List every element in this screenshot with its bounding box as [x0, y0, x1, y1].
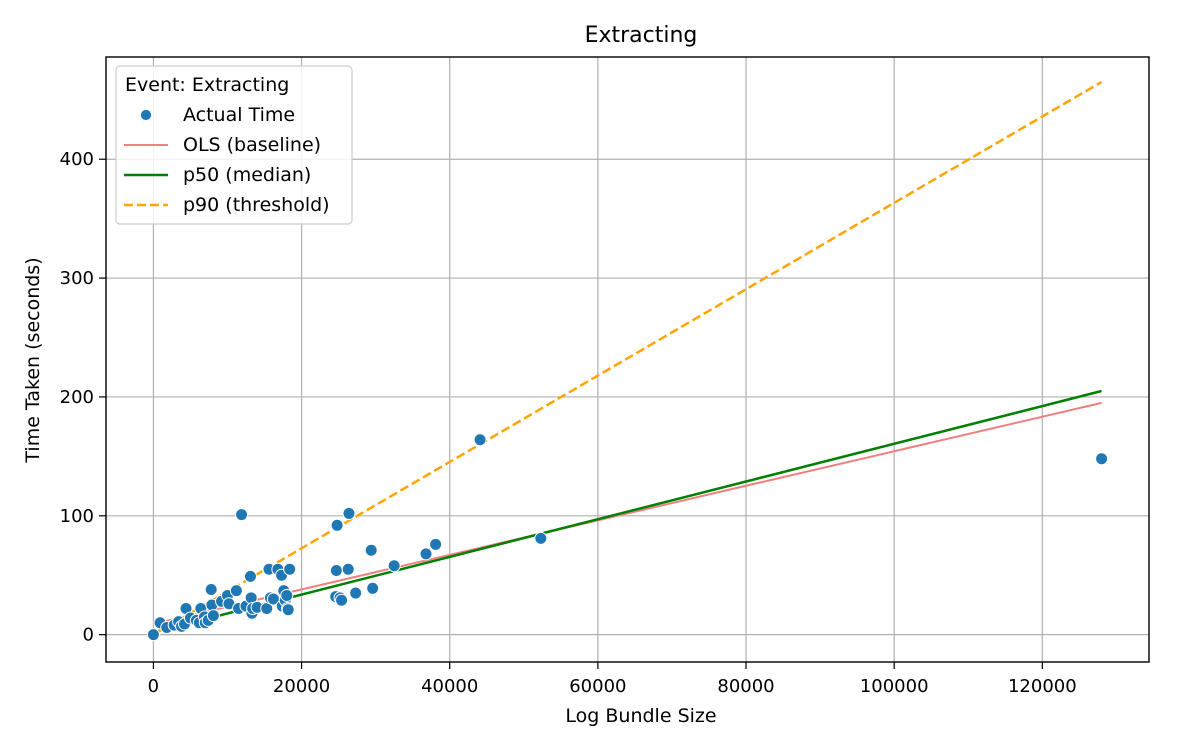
x-axis: 0 20000 40000 60000 80000 100000 120000	[148, 662, 1077, 697]
data-point	[280, 588, 294, 602]
data-point	[204, 582, 218, 596]
data-point	[534, 531, 548, 545]
x-axis-label: Log Bundle Size	[565, 705, 716, 727]
legend-label-ols: OLS (baseline)	[183, 134, 321, 156]
x-tick-label: 80000	[717, 676, 774, 697]
y-axis-label: Time Taken (seconds)	[22, 257, 44, 463]
data-point	[387, 559, 401, 573]
data-point	[429, 537, 443, 551]
legend-box	[115, 65, 353, 225]
scatter-points	[146, 433, 1109, 642]
data-point	[235, 508, 249, 522]
data-point	[283, 562, 297, 576]
plot-frame	[105, 56, 1150, 663]
y-axis: 0 100 200 300 400	[60, 149, 106, 646]
y-tick-label: 0	[83, 625, 94, 646]
legend-label-p50: p50 (median)	[183, 164, 311, 186]
data-point	[335, 593, 349, 607]
y-tick-label: 200	[60, 387, 94, 408]
x-tick-label: 100000	[860, 676, 929, 697]
series-lines	[152, 80, 1103, 636]
data-point	[281, 603, 295, 617]
legend-title: Event: Extracting	[125, 74, 289, 96]
ols-line	[153, 401, 1102, 625]
legend: Event: Extracting Actual Time OLS (basel…	[115, 65, 353, 225]
y-tick-label: 300	[60, 268, 94, 289]
data-point	[1095, 452, 1109, 466]
data-point	[341, 562, 355, 576]
x-tick-label: 40000	[421, 676, 478, 697]
legend-label-p90: p90 (threshold)	[183, 194, 330, 216]
data-point	[366, 581, 380, 595]
data-point	[364, 543, 378, 557]
data-point	[419, 547, 433, 561]
data-point	[243, 569, 257, 583]
x-tick-label: 120000	[1008, 676, 1077, 697]
data-point	[342, 506, 356, 520]
x-tick-label: 0	[148, 676, 159, 697]
legend-label-actual-time: Actual Time	[183, 104, 295, 126]
y-tick-label: 400	[60, 149, 94, 170]
p50-line	[153, 389, 1102, 634]
data-point	[330, 518, 344, 532]
chart-title: Extracting	[585, 23, 698, 48]
y-tick-label: 100	[60, 506, 94, 527]
data-point	[229, 584, 243, 598]
data-point	[473, 433, 487, 447]
data-point	[206, 609, 220, 623]
data-point	[349, 586, 363, 600]
data-point	[329, 563, 343, 577]
legend-marker-actual-time	[140, 109, 152, 121]
data-point	[146, 628, 160, 642]
x-tick-label: 60000	[569, 676, 626, 697]
p90-line	[152, 80, 1103, 636]
x-tick-label: 20000	[273, 676, 330, 697]
